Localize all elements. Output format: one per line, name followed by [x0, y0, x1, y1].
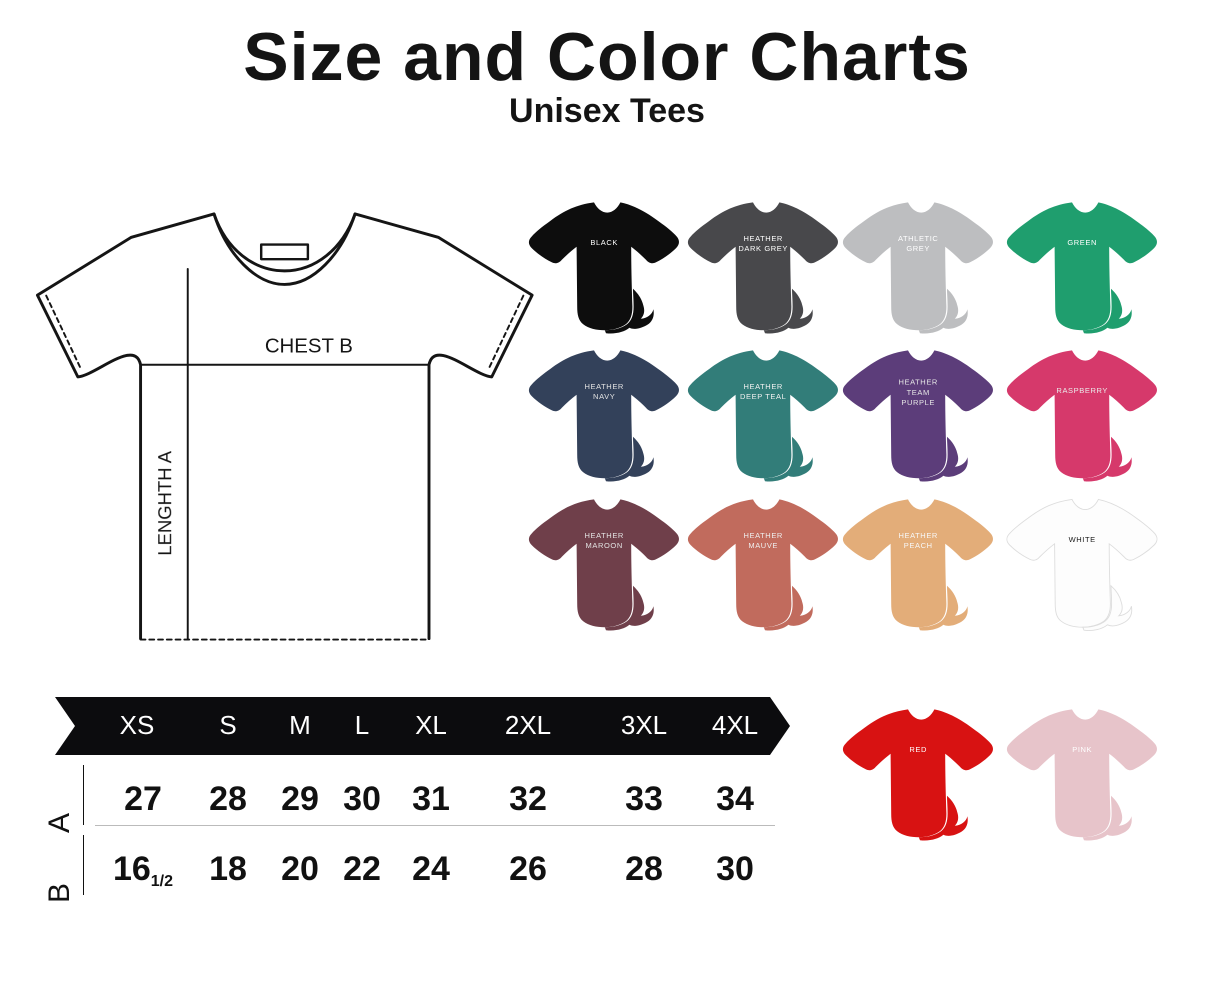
svg-text:PINK: PINK — [1072, 745, 1092, 754]
svg-text:31: 31 — [412, 780, 450, 818]
svg-text:GREEN: GREEN — [1067, 238, 1097, 247]
svg-text:2XL: 2XL — [505, 710, 551, 740]
svg-text:HEATHER: HEATHER — [743, 531, 782, 540]
svg-text:M: M — [289, 710, 311, 740]
svg-text:CHEST B: CHEST B — [265, 336, 353, 358]
svg-text:HEATHER: HEATHER — [584, 382, 623, 391]
svg-text:3XL: 3XL — [621, 710, 667, 740]
svg-text:HEATHER: HEATHER — [743, 382, 782, 391]
svg-text:20: 20 — [281, 850, 319, 888]
svg-text:28: 28 — [625, 850, 663, 888]
svg-text:TEAM: TEAM — [907, 388, 930, 397]
svg-text:GREY: GREY — [906, 244, 930, 253]
svg-text:24: 24 — [412, 850, 450, 888]
svg-text:29: 29 — [281, 780, 319, 818]
svg-text:RED: RED — [909, 745, 927, 754]
svg-text:NAVY: NAVY — [593, 392, 615, 401]
svg-text:HEATHER: HEATHER — [898, 531, 937, 540]
svg-text:18: 18 — [209, 850, 247, 888]
svg-text:HEATHER: HEATHER — [584, 531, 623, 540]
svg-text:PEACH: PEACH — [904, 541, 933, 550]
svg-text:34: 34 — [716, 780, 754, 818]
svg-text:161/2: 161/2 — [113, 850, 173, 890]
svg-text:WHITE: WHITE — [1069, 535, 1096, 544]
svg-text:MAUVE: MAUVE — [748, 541, 778, 550]
svg-text:HEATHER: HEATHER — [898, 378, 937, 387]
svg-text:HEATHER: HEATHER — [743, 234, 782, 243]
svg-text:PURPLE: PURPLE — [901, 398, 935, 407]
svg-text:S: S — [219, 710, 236, 740]
svg-text:DARK GREY: DARK GREY — [738, 244, 788, 253]
svg-text:28: 28 — [209, 780, 247, 818]
svg-text:DEEP TEAL: DEEP TEAL — [740, 392, 786, 401]
svg-text:27: 27 — [124, 780, 162, 818]
svg-text:22: 22 — [343, 850, 381, 888]
svg-text:MAROON: MAROON — [586, 541, 623, 550]
svg-text:ATHLETIC: ATHLETIC — [898, 234, 939, 243]
svg-text:XL: XL — [415, 710, 447, 740]
svg-text:BLACK: BLACK — [590, 238, 618, 247]
svg-text:4XL: 4XL — [712, 710, 758, 740]
svg-text:33: 33 — [625, 780, 663, 818]
svg-text:B: B — [43, 883, 76, 903]
svg-text:A: A — [43, 813, 76, 833]
svg-text:RASPBERRY: RASPBERRY — [1056, 386, 1108, 395]
svg-text:XS: XS — [120, 710, 155, 740]
svg-text:30: 30 — [716, 850, 754, 888]
svg-text:LENGHTH A: LENGHTH A — [154, 450, 175, 555]
svg-text:32: 32 — [509, 780, 547, 818]
svg-text:L: L — [355, 710, 369, 740]
svg-text:30: 30 — [343, 780, 381, 818]
svg-text:26: 26 — [509, 850, 547, 888]
